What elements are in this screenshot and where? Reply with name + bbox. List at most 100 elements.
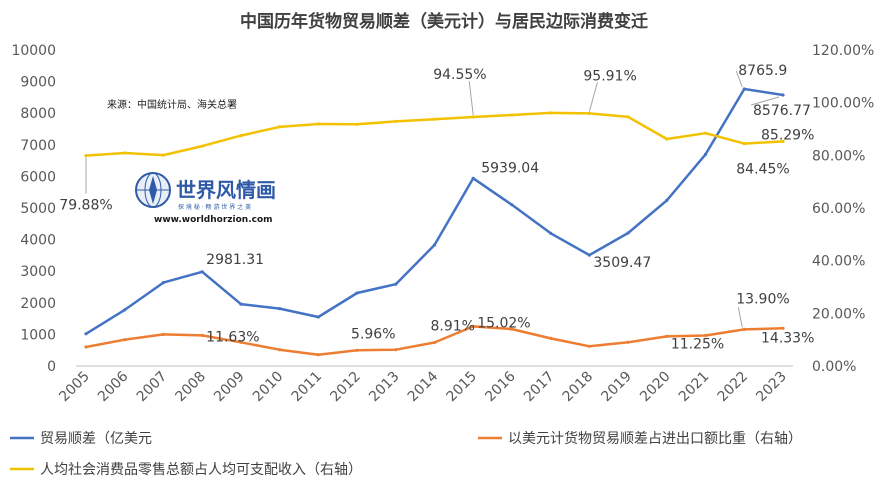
data-label: 3509.47: [593, 255, 651, 271]
y-right-tick-label: 0.00%: [812, 359, 856, 375]
x-tick-label: 2022: [715, 369, 752, 406]
legend-label-1: 以美元计货物贸易顺差占进出口额比重（右轴）: [508, 430, 802, 447]
x-tick-label: 2020: [637, 369, 674, 406]
x-tick-label: 2007: [134, 369, 171, 406]
data-point: [123, 338, 127, 342]
chart-title: 中国历年货物贸易顺差（美元计）与居民边际消费变迁: [240, 11, 648, 32]
data-label: 13.90%: [736, 291, 789, 307]
data-point: [742, 142, 746, 146]
y-left-tick-label: 6000: [20, 169, 56, 185]
x-tick-label: 2021: [676, 369, 713, 406]
data-point: [704, 131, 708, 135]
data-label: 11.25%: [671, 336, 724, 352]
data-point: [239, 302, 243, 306]
data-label: 8765.9: [738, 63, 787, 79]
x-tick-label: 2017: [521, 369, 558, 406]
data-point: [471, 115, 475, 119]
series-layer: [84, 87, 785, 357]
data-point: [781, 139, 785, 143]
y-right-tick-label: 20.00%: [812, 306, 865, 322]
y-left-tick-label: 5000: [20, 201, 56, 217]
legend-label-0: 贸易顺差（亿美元: [40, 431, 152, 447]
leader-line: [735, 70, 743, 88]
y-left-tick-label: 0: [47, 359, 56, 375]
x-tick-label: 2019: [598, 369, 635, 406]
data-point: [84, 345, 88, 349]
data-point: [394, 119, 398, 123]
data-label: 15.02%: [477, 315, 530, 331]
data-point: [432, 117, 437, 121]
x-tick-label: 2008: [172, 369, 209, 406]
data-point: [587, 111, 592, 115]
data-point: [742, 87, 746, 91]
data-label: 84.45%: [736, 162, 789, 178]
x-tick-label: 2018: [560, 369, 597, 406]
data-point: [510, 203, 514, 207]
data-point: [549, 231, 553, 235]
data-point: [200, 144, 204, 148]
data-point: [587, 253, 592, 257]
leader-line: [588, 82, 598, 112]
data-point: [161, 153, 165, 157]
y-left-tick-label: 10000: [11, 43, 56, 59]
data-point: [278, 125, 282, 129]
data-point: [510, 327, 514, 331]
data-point: [626, 115, 630, 119]
data-point: [781, 93, 785, 97]
y-left-tick-label: 1000: [20, 327, 56, 343]
legend-label-2: 人均社会消费品零售总额占人均可支配收入（右轴）: [40, 462, 362, 478]
data-point: [665, 334, 669, 338]
x-tick-label: 2012: [327, 369, 364, 406]
data-point: [84, 154, 88, 158]
x-tick-label: 2011: [289, 369, 326, 406]
y-right-tick-label: 40.00%: [812, 254, 865, 270]
watermark-subtitle: 探 境 秘 · 畅 游 世 界 之 美: [178, 203, 251, 211]
data-point: [665, 198, 669, 202]
y-left-tick-label: 8000: [20, 106, 56, 122]
data-point: [200, 333, 204, 337]
data-point: [394, 282, 398, 286]
leader-line: [468, 80, 474, 116]
x-tick-label: 2005: [56, 369, 93, 406]
y-right-tick-label: 100.00%: [812, 96, 874, 112]
data-label: 85.29%: [761, 127, 814, 143]
leader-line: [737, 307, 743, 328]
watermark: 世界风情画 探 境 秘 · 畅 游 世 界 之 美 www.worldhorzi…: [135, 172, 276, 225]
data-point: [549, 111, 553, 115]
legend: 贸易顺差（亿美元 以美元计货物贸易顺差占进出口额比重（右轴） 人均社会消费品零售总额…: [10, 430, 802, 478]
data-point: [510, 113, 514, 117]
data-point: [355, 291, 359, 295]
data-point: [355, 348, 359, 352]
data-point: [278, 307, 282, 311]
x-tick-label: 2013: [366, 369, 403, 406]
data-point: [316, 122, 320, 126]
y-left-tick-label: 7000: [20, 138, 56, 154]
data-label: 95.91%: [583, 68, 636, 84]
y-right-tick-label: 120.00%: [812, 43, 874, 59]
globe-compass-icon: [135, 172, 171, 208]
y-right-tick-label: 80.00%: [812, 148, 865, 164]
data-point: [84, 332, 88, 336]
axes: 0 1000 2000 3000 4000 5000 6000 7000 8000 9000 100…: [11, 43, 874, 405]
data-label: 5939.04: [481, 160, 539, 176]
data-label: 94.55%: [433, 67, 486, 83]
y-left-tick-label: 3000: [20, 264, 56, 280]
data-point: [626, 231, 630, 235]
data-label: 11.63%: [206, 329, 259, 345]
data-point: [278, 348, 282, 352]
data-point: [626, 340, 630, 344]
data-labels: 2981.31 5939.04 3509.47 8765.9 8576.77 11.63%…: [59, 63, 814, 352]
data-point: [704, 333, 708, 338]
watermark-url: www.worldhorzion.com: [154, 215, 273, 225]
data-label: 8.91%: [431, 319, 475, 335]
data-label: 79.88%: [59, 198, 112, 214]
x-tick-label: 2015: [444, 369, 481, 406]
data-point: [123, 151, 127, 155]
data-point: [665, 137, 669, 141]
data-point: [316, 315, 320, 319]
series-line-0: [85, 87, 784, 335]
x-tick-label: 2014: [405, 368, 442, 405]
data-point: [239, 340, 243, 344]
data-label: 5.96%: [351, 326, 395, 342]
data-label: 8576.77: [753, 103, 811, 119]
